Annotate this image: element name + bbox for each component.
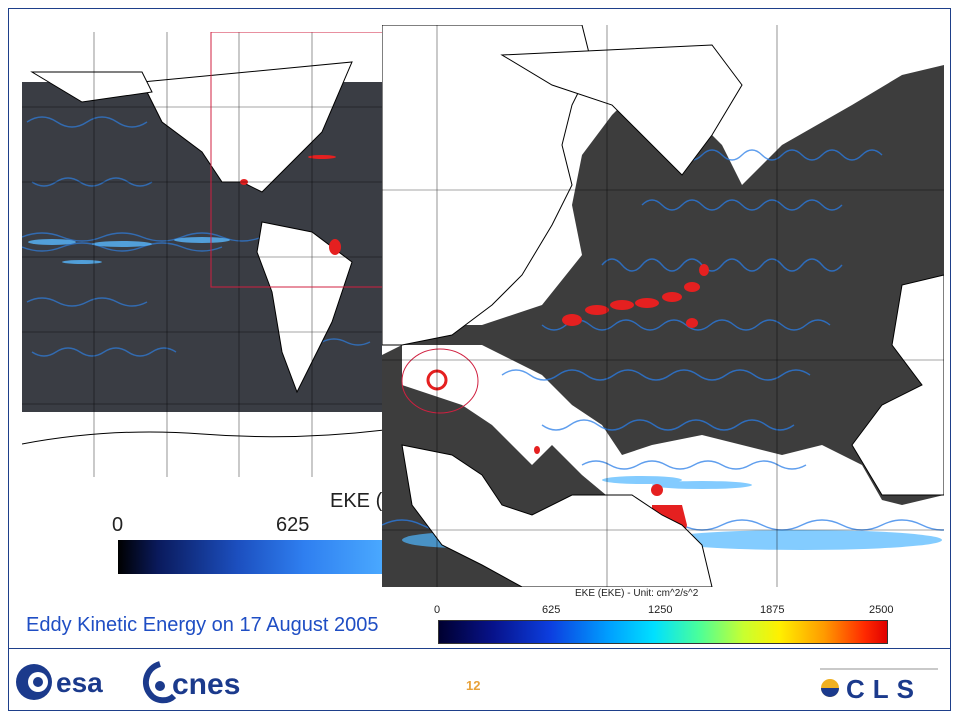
cls-logo-text: CLS (846, 674, 922, 704)
atlantic-colorbar (438, 620, 888, 644)
slide-frame (8, 8, 951, 711)
slide-caption: Eddy Kinetic Energy on 17 August 2005 (26, 614, 379, 636)
footer-divider (8, 648, 951, 649)
esa-logo: esa (16, 664, 103, 700)
world-colorbar (118, 540, 384, 574)
atlantic-colorbar-title: EKE (EKE) - Unit: cm^2/s^2 (575, 588, 699, 599)
atlantic-eke-map (382, 25, 944, 587)
atlantic-colorbar-tick-2: 1250 (648, 604, 673, 616)
world-eke-map (22, 32, 384, 477)
atlantic-colorbar-tick-4: 2500 (869, 604, 894, 616)
atlantic-colorbar-tick-3: 1875 (760, 604, 785, 616)
esa-logo-text: esa (56, 667, 103, 698)
page-number: 12 (466, 678, 481, 693)
cnes-logo-text: cnes (172, 668, 240, 701)
world-colorbar-tick-1: 625 (276, 514, 310, 536)
world-eke-label: EKE ( (330, 490, 383, 512)
cls-logo: CLS (821, 674, 922, 704)
atlantic-colorbar-tick-1: 625 (542, 604, 561, 616)
atlantic-colorbar-tick-0: 0 (434, 604, 441, 616)
cnes-logo: cnes (142, 661, 240, 704)
cls-logo-rule (820, 668, 938, 670)
world-colorbar-tick-0: 0 (112, 514, 124, 536)
